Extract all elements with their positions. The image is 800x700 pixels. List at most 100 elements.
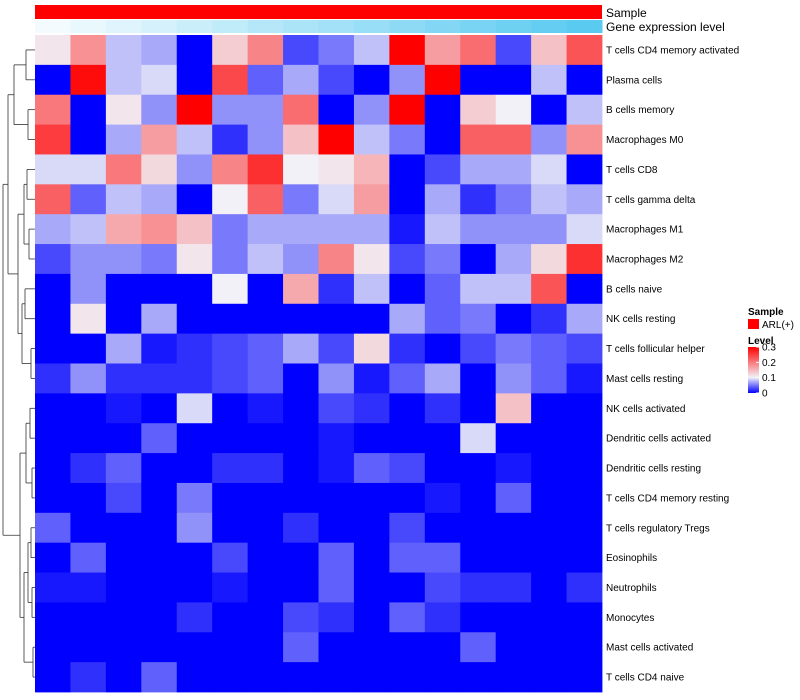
heatmap-cell — [212, 482, 249, 514]
heatmap-cell — [70, 154, 107, 185]
heatmap-cell — [283, 363, 319, 394]
heatmap-cell — [70, 214, 107, 245]
heatmap-cell — [176, 184, 213, 215]
heatmap-cell — [176, 423, 213, 454]
heatmap-cell — [247, 512, 284, 544]
heatmap-cell — [35, 393, 71, 424]
heatmap-cell — [283, 512, 319, 544]
row-labels: T cells CD4 memory activated Plasma cells… — [606, 45, 739, 683]
heatmap-cell — [531, 482, 567, 514]
row-label: Plasma cells — [606, 75, 662, 86]
heatmap-cell — [424, 35, 461, 66]
heatmap-cell — [566, 453, 603, 484]
heatmap-cell — [105, 154, 142, 185]
heatmap-cell — [105, 453, 142, 484]
heatmap-cell — [105, 124, 142, 155]
heatmap-cell — [531, 124, 567, 155]
heatmap-cell — [424, 453, 461, 484]
heatmap-cell — [460, 542, 497, 573]
heatmap-cell — [460, 662, 497, 693]
heatmap-cell — [247, 124, 284, 155]
heatmap-cell — [35, 453, 71, 484]
heatmap-cell — [531, 542, 567, 573]
heatmap-cell — [247, 333, 284, 364]
heatmap-cell — [141, 273, 178, 305]
heatmap-cell — [212, 512, 249, 544]
heatmap-cell — [247, 632, 284, 663]
heatmap-cell — [212, 453, 249, 484]
heatmap-cell — [212, 662, 249, 693]
heatmap-cell — [566, 214, 603, 245]
heatmap-cell — [70, 64, 107, 96]
heatmap-cell — [212, 363, 249, 394]
heatmap-cell — [353, 94, 390, 125]
heatmap-cell — [70, 662, 107, 693]
heatmap-cell — [247, 482, 284, 514]
heatmap-cell — [566, 542, 603, 573]
legend-sample-swatch — [748, 319, 759, 329]
heatmap-cell — [212, 393, 249, 424]
heatmap-cell — [424, 333, 461, 364]
heatmap-cell — [566, 423, 603, 454]
legend-level-title: Level — [748, 336, 774, 347]
annotation-expression-cell — [70, 20, 107, 33]
heatmap-cell — [495, 572, 532, 603]
heatmap-cell — [70, 482, 107, 514]
heatmap-cell — [70, 303, 107, 335]
heatmap-cell — [318, 662, 355, 693]
heatmap-cell — [531, 273, 567, 305]
heatmap-cell — [389, 333, 426, 364]
heatmap-cell — [283, 393, 319, 424]
heatmap-cell — [531, 64, 567, 96]
heatmap-cell — [353, 572, 390, 603]
row-label: T cells CD8 — [606, 165, 658, 176]
heatmap-cell — [566, 303, 603, 335]
heatmap-cell — [247, 542, 284, 573]
heatmap-cell — [460, 572, 497, 603]
heatmap-cell — [353, 393, 390, 424]
heatmap-cells — [35, 35, 603, 693]
annotation-expression-cell — [283, 20, 319, 33]
heatmap-cell — [566, 393, 603, 424]
heatmap-cell — [531, 632, 567, 663]
heatmap-cell — [495, 333, 532, 364]
heatmap-cell — [531, 662, 567, 693]
heatmap-cell — [460, 214, 497, 245]
heatmap-cell — [283, 602, 319, 633]
heatmap-cell — [247, 64, 284, 96]
heatmap-cell — [283, 124, 319, 155]
heatmap-cell — [531, 244, 567, 275]
heatmap-cell — [176, 482, 213, 514]
heatmap-cell — [35, 542, 71, 573]
heatmap-cell — [424, 303, 461, 335]
heatmap-cell — [70, 423, 107, 454]
heatmap-cell — [247, 423, 284, 454]
heatmap-cell — [247, 303, 284, 335]
heatmap-cell — [176, 542, 213, 573]
heatmap-cell — [141, 512, 178, 544]
annotation-sample-bar — [35, 5, 602, 19]
legend-sample-title: Sample — [748, 307, 784, 318]
heatmap-cell — [531, 184, 567, 215]
heatmap-cell — [283, 423, 319, 454]
heatmap-cell — [318, 542, 355, 573]
heatmap-cell — [460, 602, 497, 633]
heatmap-cell — [566, 244, 603, 275]
heatmap-cell — [460, 363, 497, 394]
heatmap-cell — [212, 423, 249, 454]
heatmap-cell — [283, 154, 319, 185]
heatmap-cell — [70, 333, 107, 364]
heatmap-cell — [176, 572, 213, 603]
heatmap-cell — [283, 632, 319, 663]
heatmap-cell — [318, 482, 355, 514]
heatmap-cell — [318, 64, 355, 96]
heatmap-cell — [460, 453, 497, 484]
heatmap-cell — [353, 124, 390, 155]
heatmap-cell — [141, 184, 178, 215]
heatmap-cell — [389, 35, 426, 66]
heatmap-cell — [105, 303, 142, 335]
heatmap-cell — [283, 64, 319, 96]
heatmap-cell — [353, 632, 390, 663]
heatmap-cell — [460, 35, 497, 66]
